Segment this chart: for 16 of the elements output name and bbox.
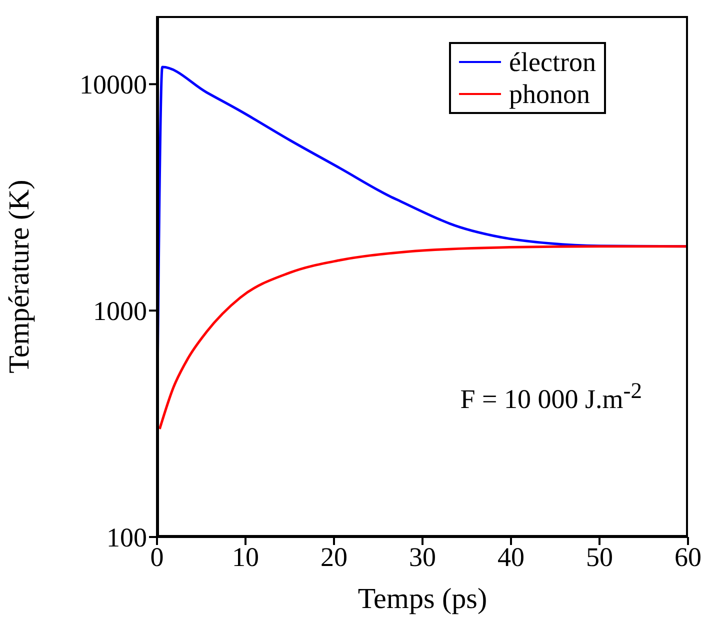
y-axis-title: Température (K) xyxy=(3,180,36,374)
x-tick-label: 40 xyxy=(498,542,524,572)
y-tick-label: 100 xyxy=(106,522,147,553)
x-axis-title: Temps (ps) xyxy=(358,583,488,615)
x-tick-label: 30 xyxy=(409,542,436,572)
x-tick-label: 0 xyxy=(150,542,164,572)
x-tick-label: 60 xyxy=(674,542,702,572)
x-tick-label: 10 xyxy=(232,542,259,572)
y-tick-label: 10000 xyxy=(80,70,147,100)
y-tick-label: 1000 xyxy=(93,296,147,326)
legend-label: électron xyxy=(509,46,596,78)
annotation: F = 10 000 J.m$^{-2}$ xyxy=(460,378,642,415)
line-series xyxy=(158,245,688,430)
x-tick-label: 50 xyxy=(586,542,613,572)
x-tick-label: 20 xyxy=(320,542,348,572)
legend-label: phonon xyxy=(509,78,590,110)
